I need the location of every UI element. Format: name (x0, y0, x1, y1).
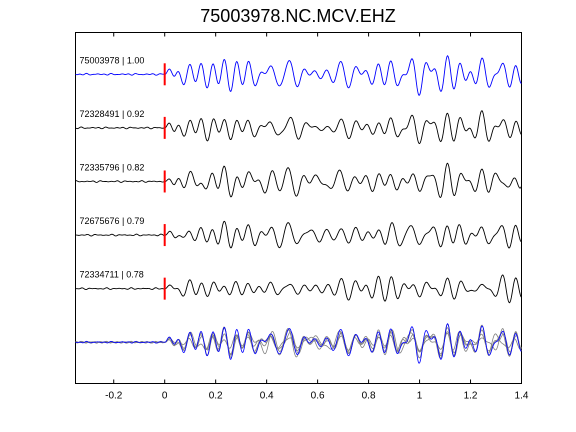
x-tick-label: 0.8 (362, 391, 376, 402)
trace-line (75, 110, 522, 145)
overlay-trace-line (75, 323, 522, 364)
trace-line (75, 162, 522, 198)
trace-label: 72335796 | 0.82 (80, 162, 145, 172)
trace-label: 72334711 | 0.78 (80, 270, 144, 280)
trace-line (75, 274, 522, 304)
x-tick-label: -0.2 (105, 391, 123, 402)
trace-line (75, 55, 522, 96)
trace-row: 72335796 | 0.82 (75, 162, 522, 198)
trace-row: 75003978 | 1.00 (75, 55, 522, 96)
trace-label: 72675676 | 0.79 (80, 216, 145, 226)
trace-row: 72675676 | 0.79 (75, 216, 522, 249)
x-axis: -0.2 0 0.2 0.4 0.6 0.8 1 1.2 1.4 (105, 32, 529, 402)
trace-line (75, 220, 522, 249)
trace-row: 72328491 | 0.92 (75, 109, 522, 145)
overlay-stack (75, 323, 522, 364)
trace-stack: 75003978 | 1.00 72328491 | 0.92 72335796 |… (75, 55, 522, 304)
trace-label: 72328491 | 0.92 (80, 109, 145, 119)
x-tick-label: 1.2 (464, 391, 478, 402)
x-tick-label: 0.4 (260, 391, 274, 402)
x-tick-label: 0 (162, 391, 168, 402)
x-tick-label: 0.2 (209, 391, 223, 402)
chart-title: 75003978.NC.MCV.EHZ (200, 6, 396, 26)
x-tick-label: 1 (417, 391, 423, 402)
x-tick-label: 1.4 (515, 391, 529, 402)
trace-row: 72334711 | 0.78 (75, 270, 522, 304)
axes-frame (75, 32, 522, 384)
trace-label: 75003978 | 1.00 (80, 55, 145, 65)
x-tick-label: 0.6 (311, 391, 325, 402)
